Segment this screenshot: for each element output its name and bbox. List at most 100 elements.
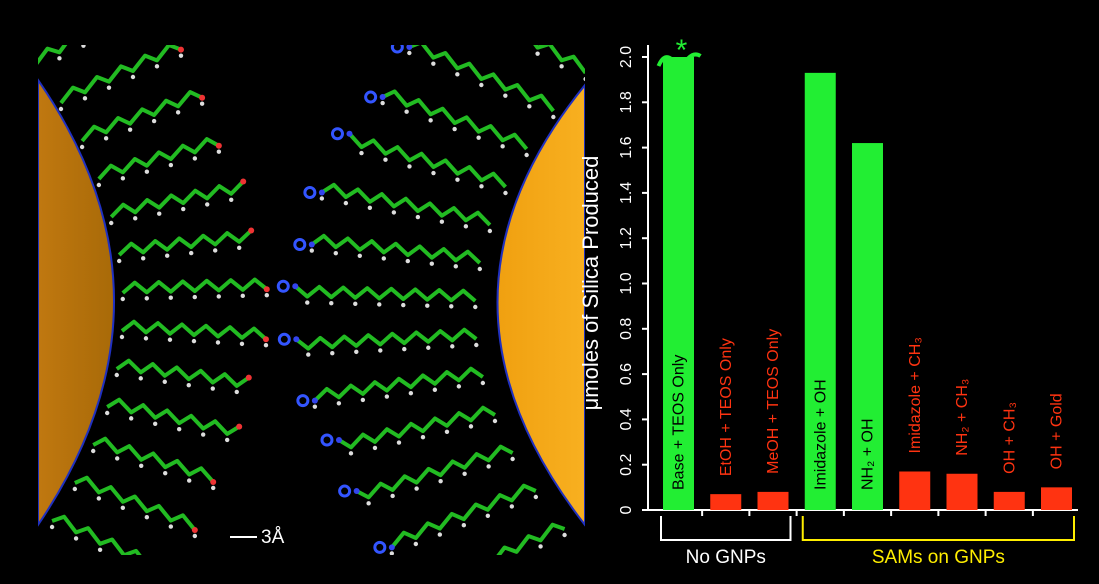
end-group	[248, 227, 254, 233]
y-tick-label: 0.6	[618, 363, 635, 385]
end-group	[236, 424, 242, 430]
hydrogen	[464, 224, 468, 228]
bar	[1041, 487, 1072, 510]
hydrogen	[473, 305, 477, 309]
hydrogen	[426, 346, 430, 350]
bar	[758, 492, 789, 510]
hydrogen	[397, 440, 401, 444]
hydrogen	[407, 51, 411, 55]
hydrogen	[457, 384, 461, 388]
hydrogen	[524, 153, 528, 157]
hydrogen	[450, 344, 454, 348]
hydrogen	[353, 302, 357, 306]
hydrogen	[115, 373, 119, 377]
hydrogen	[109, 221, 113, 225]
hydrogen	[527, 104, 531, 108]
hydrogen	[488, 229, 492, 233]
hydrogen	[478, 267, 482, 271]
hydrogen	[438, 479, 442, 483]
group-label: No GNPs	[686, 547, 766, 568]
y-tick-label: 0.8	[618, 318, 635, 340]
hydrogen	[454, 264, 458, 268]
figure: 3Å μmoles of Silica Produced 00.20.40.60…	[0, 0, 1099, 584]
hydrogen	[216, 340, 220, 344]
y-tick-label: 0.4	[618, 408, 635, 430]
end-group	[346, 131, 352, 137]
hydrogen	[121, 506, 125, 510]
end-group	[354, 488, 360, 494]
hydrogen	[406, 259, 410, 263]
hydrogen	[120, 335, 124, 339]
end-group	[380, 94, 386, 100]
hydrogen	[402, 347, 406, 351]
hydrogen	[455, 72, 459, 76]
hydrogen	[366, 501, 370, 505]
hydrogen	[133, 216, 137, 220]
hydrogen	[359, 151, 363, 155]
hydrogen	[414, 486, 418, 490]
hydrogen	[169, 296, 173, 300]
hydrogen	[211, 486, 215, 490]
hydrogen	[407, 164, 411, 168]
hydrogen	[181, 207, 185, 211]
hydrogen	[462, 523, 466, 527]
hydrogen	[385, 394, 389, 398]
hydrogen	[155, 64, 159, 68]
hydrogen	[330, 351, 334, 355]
hydrogen	[240, 342, 244, 346]
y-tick-label: 2.0	[618, 46, 635, 68]
hydrogen	[141, 256, 145, 260]
hydrogen	[59, 107, 63, 111]
end-group	[293, 336, 299, 342]
hydrogen	[479, 184, 483, 188]
hydrogen	[117, 259, 121, 263]
hydrogen	[481, 381, 485, 385]
hydrogen	[104, 136, 108, 140]
hydrogen	[409, 391, 413, 395]
hydrogen	[189, 251, 193, 255]
hydrogen	[329, 301, 333, 305]
y-tick-label: 1.0	[618, 272, 635, 294]
hydrogen	[313, 404, 317, 408]
end-group	[319, 189, 325, 195]
hydrogen	[192, 339, 196, 343]
hydrogen	[139, 464, 143, 468]
hydrogen	[510, 504, 514, 508]
hydrogen	[163, 471, 167, 475]
hydrogen	[153, 422, 157, 426]
hydrogen	[344, 201, 348, 205]
hydrogen	[129, 416, 133, 420]
hydrogen	[57, 56, 61, 60]
hydrogen	[193, 534, 197, 538]
hydrogen	[306, 352, 310, 356]
hydrogen	[229, 198, 233, 202]
hydrogen	[265, 293, 269, 297]
bar-label: NH₂ + OH	[860, 418, 877, 490]
hydrogen	[390, 551, 394, 555]
hydrogen	[445, 430, 449, 434]
hydrogen	[305, 300, 309, 304]
bar-label: EtOH + TEOS Only	[718, 338, 735, 476]
hydrogen	[440, 220, 444, 224]
hydrogen	[187, 478, 191, 482]
hydrogen	[187, 383, 191, 387]
hydrogen	[416, 215, 420, 219]
hydrogen	[500, 144, 504, 148]
hydrogen	[392, 210, 396, 214]
bar-label: Base + TEOS Only	[671, 355, 688, 490]
hydrogen	[425, 304, 429, 308]
bar-label: MeOH + TEOS Only	[765, 329, 782, 474]
hydrogen	[165, 254, 169, 258]
hydrogen	[145, 296, 149, 300]
y-tick-label: 1.2	[618, 227, 635, 249]
hydrogen	[503, 93, 507, 97]
hydrogen	[534, 495, 538, 499]
hydrogen	[225, 438, 229, 442]
hydrogen	[551, 115, 555, 119]
hydrogen	[431, 61, 435, 65]
hydrogen	[430, 262, 434, 266]
hydrogen	[486, 514, 490, 518]
hydrogen	[193, 156, 197, 160]
end-group	[199, 95, 205, 101]
hydrogen	[97, 183, 101, 187]
